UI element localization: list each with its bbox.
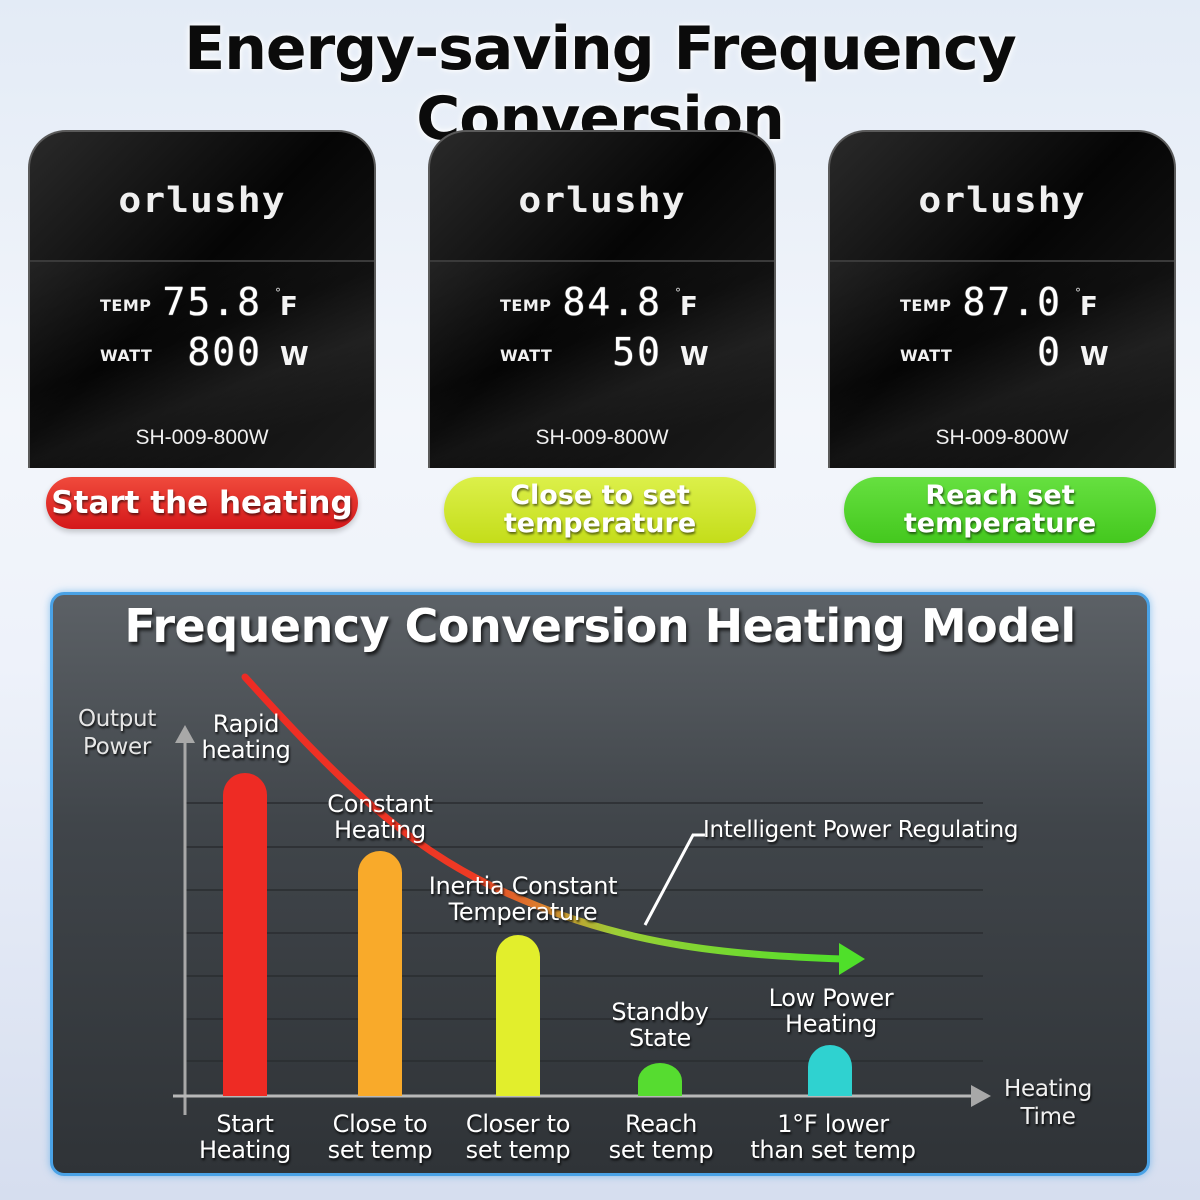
status-badge-close-to-set: Close to set temperature — [444, 477, 756, 543]
bar-reach-set — [638, 1063, 682, 1096]
trend-curve — [241, 673, 847, 963]
bar-close-to-set — [358, 851, 402, 1096]
y-axis-arrow-icon — [175, 725, 195, 743]
annotation-leader-line — [643, 833, 705, 926]
temp-label: TEMP — [900, 296, 952, 315]
bar-label-1: Rapid heating — [201, 710, 291, 764]
status-badge-start-heating: Start the heating — [46, 477, 358, 529]
brand-logo: orlushy — [918, 179, 1086, 221]
category-label-3: Closer to set temp — [465, 1110, 571, 1164]
watt-label: WATT — [900, 346, 953, 365]
x-axis-arrow-icon — [971, 1085, 991, 1107]
model-number: SH-009-800W — [135, 426, 269, 449]
bar-label-4: Standby State — [611, 998, 709, 1052]
bar-label-3: Inertia Constant Temperature — [428, 872, 618, 926]
watt-value: 50 — [612, 330, 662, 374]
category-label-1: Start Heating — [199, 1110, 291, 1164]
temp-label: TEMP — [100, 296, 152, 315]
degree-icon: ° — [275, 286, 281, 300]
bar-label-2: Constant Heating — [327, 790, 433, 844]
status-text: Start the heating — [51, 485, 353, 521]
trend-arrow-icon — [839, 943, 865, 975]
watt-label: WATT — [500, 346, 553, 365]
bar-start-heating — [223, 773, 267, 1096]
brand-logo: orlushy — [518, 179, 686, 221]
watt-value: 800 — [187, 330, 262, 374]
bars — [223, 773, 852, 1096]
status-text: Reach set temperature — [903, 480, 1097, 539]
watt-label: WATT — [100, 346, 153, 365]
device-display-2: orlushy TEMP 84.8 ° F WATT 50 W SH-009-8… — [428, 130, 776, 468]
heating-model-panel: Frequency Conversion Heating Model Outpu… — [50, 592, 1150, 1176]
temp-unit: F — [1080, 292, 1098, 322]
degree-icon: ° — [675, 286, 681, 300]
temp-value: 84.8 — [562, 280, 662, 324]
category-label-4: Reach set temp — [608, 1110, 714, 1164]
brand-logo: orlushy — [118, 179, 286, 221]
temp-label: TEMP — [500, 296, 552, 315]
temp-value: 75.8 — [162, 280, 262, 324]
status-text: Close to set temperature — [503, 480, 697, 539]
watt-unit: W — [1080, 342, 1109, 372]
temp-value: 87.0 — [962, 280, 1062, 324]
y-axis-label: Output Power — [77, 706, 157, 760]
category-label-2: Close to set temp — [327, 1110, 433, 1164]
page-title: Energy-saving Frequency Conversion — [184, 14, 1017, 154]
x-axis-label: Heating Time — [1003, 1076, 1093, 1130]
device-display-3: orlushy TEMP 87.0 ° F WATT 0 W SH-009-80… — [828, 130, 1176, 468]
watt-unit: W — [680, 342, 709, 372]
device-display-1: orlushy TEMP 75.8 ° F WATT 800 W SH-009-… — [28, 130, 376, 468]
model-number: SH-009-800W — [935, 426, 1069, 449]
status-badge-reach-set: Reach set temperature — [844, 477, 1156, 543]
category-label-5: 1°F lower than set temp — [750, 1110, 916, 1164]
curve-annotation: Intelligent Power Regulating — [703, 817, 1019, 843]
bar-low-power — [808, 1045, 852, 1096]
chart-canvas — [173, 673, 991, 1115]
chart-title: Frequency Conversion Heating Model — [124, 599, 1076, 653]
temp-unit: F — [280, 292, 298, 322]
watt-value: 0 — [1037, 330, 1062, 374]
model-number: SH-009-800W — [535, 426, 669, 449]
temp-unit: F — [680, 292, 698, 322]
bar-closer-to-set — [496, 935, 540, 1096]
degree-icon: ° — [1075, 286, 1081, 300]
bar-label-5: Low Power Heating — [768, 984, 894, 1038]
watt-unit: W — [280, 342, 309, 372]
